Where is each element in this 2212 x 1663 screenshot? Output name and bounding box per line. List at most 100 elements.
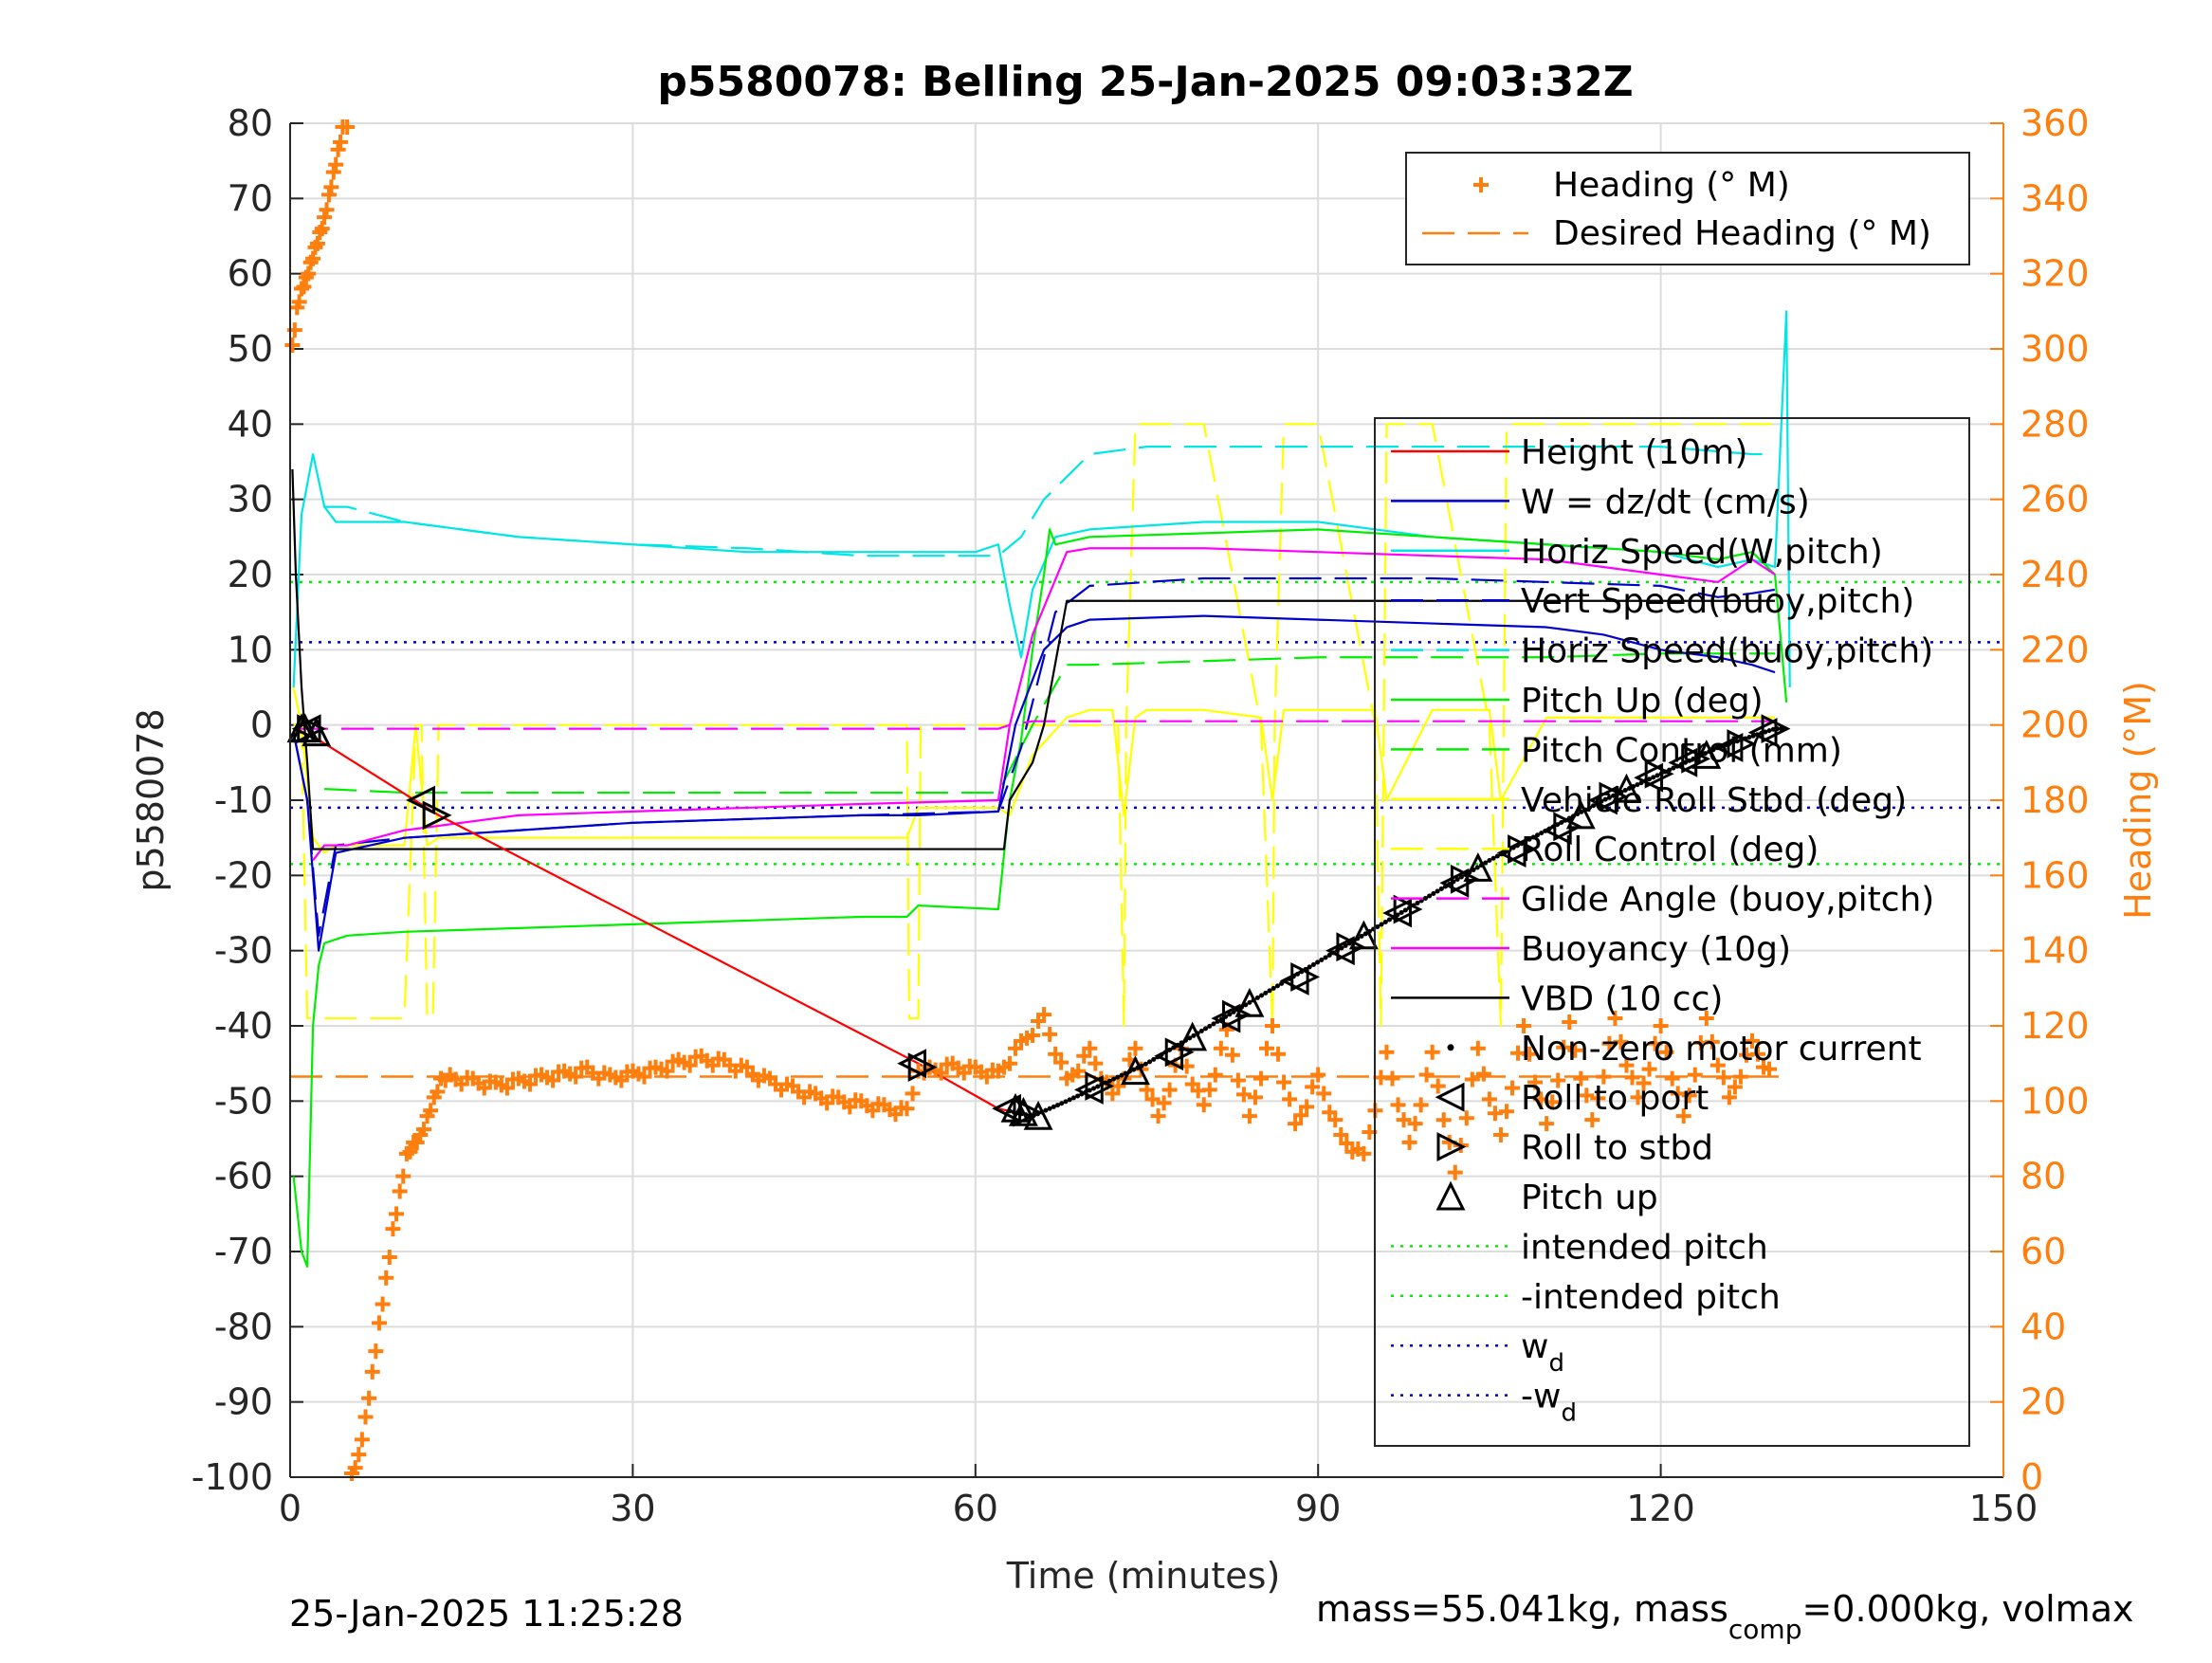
legend-label-subscript: d (1548, 1349, 1564, 1378)
heading-marker (1356, 1145, 1372, 1161)
legend-label-text: Height (10m) (1521, 433, 1747, 472)
motor-current-dot (1539, 831, 1545, 836)
motor-current-dot (1359, 933, 1364, 939)
y-tick-label-right: 40 (2020, 1306, 2066, 1347)
roll-to-stbd-marker (1727, 729, 1757, 758)
legend-symbol (1435, 1082, 1465, 1112)
y-tick-label-right: 80 (2020, 1156, 2066, 1197)
y-tick-label-right: 20 (2020, 1381, 2066, 1423)
motor-current-dot (1602, 796, 1608, 802)
heading-marker (291, 294, 307, 310)
legend-label-text: Horiz Speed(W,pitch) (1521, 533, 1883, 572)
legend-label: Vert Speed(buoy,pitch) (1521, 582, 1914, 621)
motor-current-dot (1474, 865, 1480, 870)
motor-current-dot (1422, 895, 1428, 901)
y-tick-label-left: 40 (228, 403, 273, 445)
heading-marker (378, 1270, 394, 1286)
heading-marker (402, 1143, 418, 1160)
heading-marker (1709, 1057, 1726, 1073)
heading-marker (1088, 1055, 1104, 1071)
heading-marker (1641, 1061, 1657, 1077)
heading-marker (1498, 1104, 1514, 1120)
chart-title: p5580078: Belling 25-Jan-2025 09:03:32Z (657, 58, 1633, 106)
heading-marker (1207, 1067, 1223, 1083)
legend-label-text: Roll to stbd (1521, 1129, 1713, 1168)
legend-label: Roll Control (deg) (1521, 831, 1819, 869)
heading-marker (328, 156, 344, 173)
heading-marker (1316, 1086, 1332, 1102)
heading-marker (284, 338, 301, 353)
x-axis-label: Time (minutes) (1006, 1555, 1281, 1597)
heading-marker (659, 1063, 675, 1079)
legend-label-text: Pitch Up (deg) (1521, 682, 1764, 721)
pitch-up-marker (1121, 1055, 1150, 1086)
motor-current-dot (1259, 993, 1265, 998)
y-axis-label-left: p5580078 (130, 708, 172, 891)
series-line (291, 468, 1776, 850)
motor-current-dot (1395, 912, 1400, 918)
legend-label: Height (10m) (1521, 433, 1747, 472)
heading-marker (1636, 1075, 1652, 1091)
heading-marker (1664, 1070, 1680, 1087)
pitch-up-marker (1008, 1096, 1038, 1126)
y-axis-label-right: Heading (°M) (2117, 681, 2159, 920)
motor-current-dot (1382, 919, 1388, 924)
heading-marker (1276, 1074, 1292, 1090)
motor-current-dot (1070, 1095, 1076, 1101)
heading-marker (1252, 1070, 1269, 1087)
heading-marker (1533, 1091, 1549, 1107)
motor-current-dot (1586, 805, 1592, 811)
motor-current-dot (1379, 922, 1384, 927)
heading-marker (1670, 1086, 1686, 1102)
motor-current-dot (1207, 1023, 1213, 1029)
motor-current-dot (1063, 1099, 1069, 1105)
motor-current-dot (1151, 1056, 1157, 1062)
motor-current-dot (1115, 1074, 1121, 1080)
x-tick-label: 0 (279, 1488, 302, 1529)
series-line (324, 446, 1776, 557)
legend-label: Pitch Control (mm) (1521, 731, 1842, 770)
motor-current-dot (1671, 765, 1676, 771)
y-tick-label-left: -30 (214, 930, 273, 972)
heading-marker (1213, 1040, 1229, 1056)
heading-marker (1607, 1011, 1623, 1027)
motor-current-dot (1534, 832, 1540, 838)
heading-marker (1224, 1047, 1240, 1063)
y-tick-label-right: 60 (2020, 1231, 2066, 1272)
x-tick-label: 30 (610, 1488, 655, 1529)
motor-current-dot (1043, 1107, 1049, 1113)
legend-symbol (1436, 1132, 1467, 1162)
y-tick-label-left: 20 (228, 554, 273, 595)
motor-current-dot (1274, 983, 1280, 989)
y-tick-label-right: 140 (2020, 930, 2090, 972)
heading-marker (381, 1249, 397, 1265)
heading-marker (1379, 1044, 1395, 1060)
heading-marker (568, 1069, 584, 1085)
motor-current-dot (1227, 1012, 1233, 1017)
y-tick-label-left: -20 (214, 854, 273, 896)
motor-current-dot (1611, 793, 1617, 798)
motor-current-dot (1526, 836, 1532, 842)
heading-marker (545, 1072, 561, 1088)
heading-marker (1732, 1069, 1748, 1085)
heading-marker (1750, 1046, 1765, 1062)
pitch-up-marker (1023, 1100, 1053, 1130)
motor-current-dot (1055, 1103, 1061, 1108)
motor-current-dot (1315, 959, 1321, 965)
heading-marker (415, 1122, 431, 1138)
motor-current-dot (1683, 759, 1689, 765)
heading-marker (1653, 1017, 1669, 1033)
legend-label-text: Vert Speed(buoy,pitch) (1521, 582, 1914, 621)
heading-marker (1407, 1116, 1423, 1132)
motor-current-dot (1415, 900, 1420, 905)
motor-current-dot (1106, 1078, 1112, 1084)
motor-current-dot (1067, 1097, 1072, 1103)
heading-marker (1590, 1090, 1606, 1106)
heading-marker (1539, 1116, 1555, 1132)
motor-current-dot (1763, 729, 1768, 735)
heading-marker (1630, 1089, 1646, 1106)
legend-heading-box (1405, 152, 1970, 265)
heading-marker (1241, 1108, 1257, 1124)
y-tick-label-left: 80 (228, 102, 273, 144)
roll-to-stbd-marker (907, 1052, 938, 1083)
